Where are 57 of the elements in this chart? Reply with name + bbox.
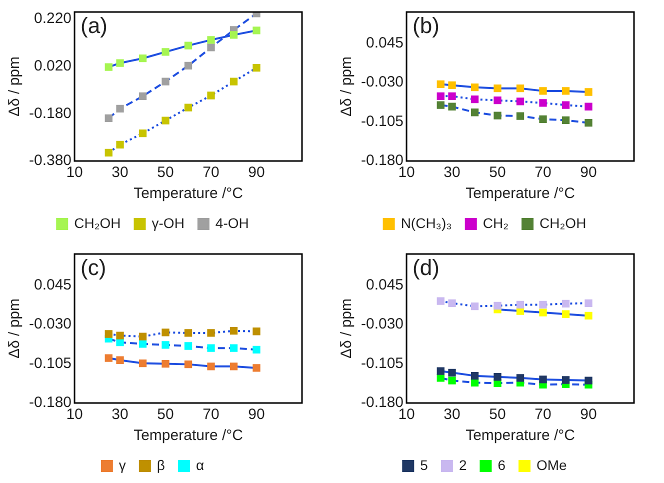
- legend-label: CH₂OH: [540, 214, 586, 231]
- y-tick-label: -0.030: [360, 315, 404, 332]
- x-axis-title: Temperature /°C: [466, 426, 576, 444]
- x-tick-label: 30: [112, 164, 128, 182]
- legend-label: α: [196, 456, 204, 472]
- y-tick-label: -0.030: [28, 315, 72, 332]
- x-tick-label: 30: [444, 406, 460, 423]
- x-axis-title: Temperature /°C: [134, 185, 244, 202]
- x-tick-label: 90: [580, 406, 597, 423]
- y-tick-label: -0.105: [360, 112, 404, 130]
- y-axis-title: Δδ / ppm: [6, 298, 24, 358]
- y-axis-title: Δδ / ppm: [338, 298, 356, 358]
- x-tick-label: 10: [66, 406, 83, 423]
- legend-label: CH₂: [482, 214, 509, 231]
- y-tick-label: -0.105: [28, 354, 72, 372]
- x-tick-label: 90: [248, 164, 265, 182]
- legend-label: 6: [498, 456, 506, 472]
- legend-label: CH₂OH: [74, 214, 121, 231]
- annotation: (c): [80, 254, 106, 280]
- annotation: (b): [412, 13, 440, 38]
- y-tick-label: 0.045: [34, 276, 72, 294]
- x-tick-label: 90: [580, 164, 597, 182]
- x-tick-label: 50: [157, 406, 174, 423]
- x-tick-label: 50: [489, 406, 506, 423]
- legend-label: γ-OH: [152, 214, 184, 231]
- legend-label: γ: [118, 456, 126, 472]
- legend-label: β: [156, 456, 165, 472]
- y-tick-label: 0.020: [34, 58, 72, 75]
- y-tick-label: -0.105: [360, 354, 404, 372]
- y-axis-title: Δδ / ppm: [6, 56, 24, 117]
- x-tick-label: 70: [534, 406, 552, 423]
- x-axis-title: Temperature /°C: [466, 185, 576, 202]
- x-tick-label: 50: [157, 164, 174, 182]
- y-tick-label: 0.045: [366, 34, 404, 52]
- y-tick-label: -0.030: [360, 74, 404, 91]
- legend-label: OMe: [536, 456, 568, 472]
- x-tick-label: 50: [489, 164, 506, 182]
- x-tick-label: 90: [248, 406, 265, 423]
- x-tick-label: 30: [444, 164, 460, 182]
- y-tick-label: -0.180: [28, 104, 72, 122]
- x-tick-label: 30: [112, 406, 128, 423]
- legend-label: 4-OH: [215, 214, 249, 231]
- legend-label: 5: [420, 456, 428, 472]
- x-axis-title: Temperature /°C: [134, 426, 244, 444]
- legend-label: 2: [458, 456, 467, 472]
- y-tick-label: 0.045: [366, 276, 404, 294]
- x-tick-label: 70: [202, 406, 220, 423]
- x-tick-label: 10: [66, 164, 83, 182]
- x-tick-label: 10: [398, 164, 415, 182]
- y-axis-title: Δδ / ppm: [338, 56, 356, 117]
- x-tick-label: 70: [202, 164, 220, 182]
- annotation: (d): [412, 254, 440, 280]
- x-tick-label: 70: [534, 164, 552, 182]
- y-tick-label: 0.220: [34, 10, 72, 28]
- legend-label: N(CH₃)₃: [400, 214, 452, 231]
- annotation: (a): [80, 13, 108, 38]
- x-tick-label: 10: [398, 406, 415, 423]
